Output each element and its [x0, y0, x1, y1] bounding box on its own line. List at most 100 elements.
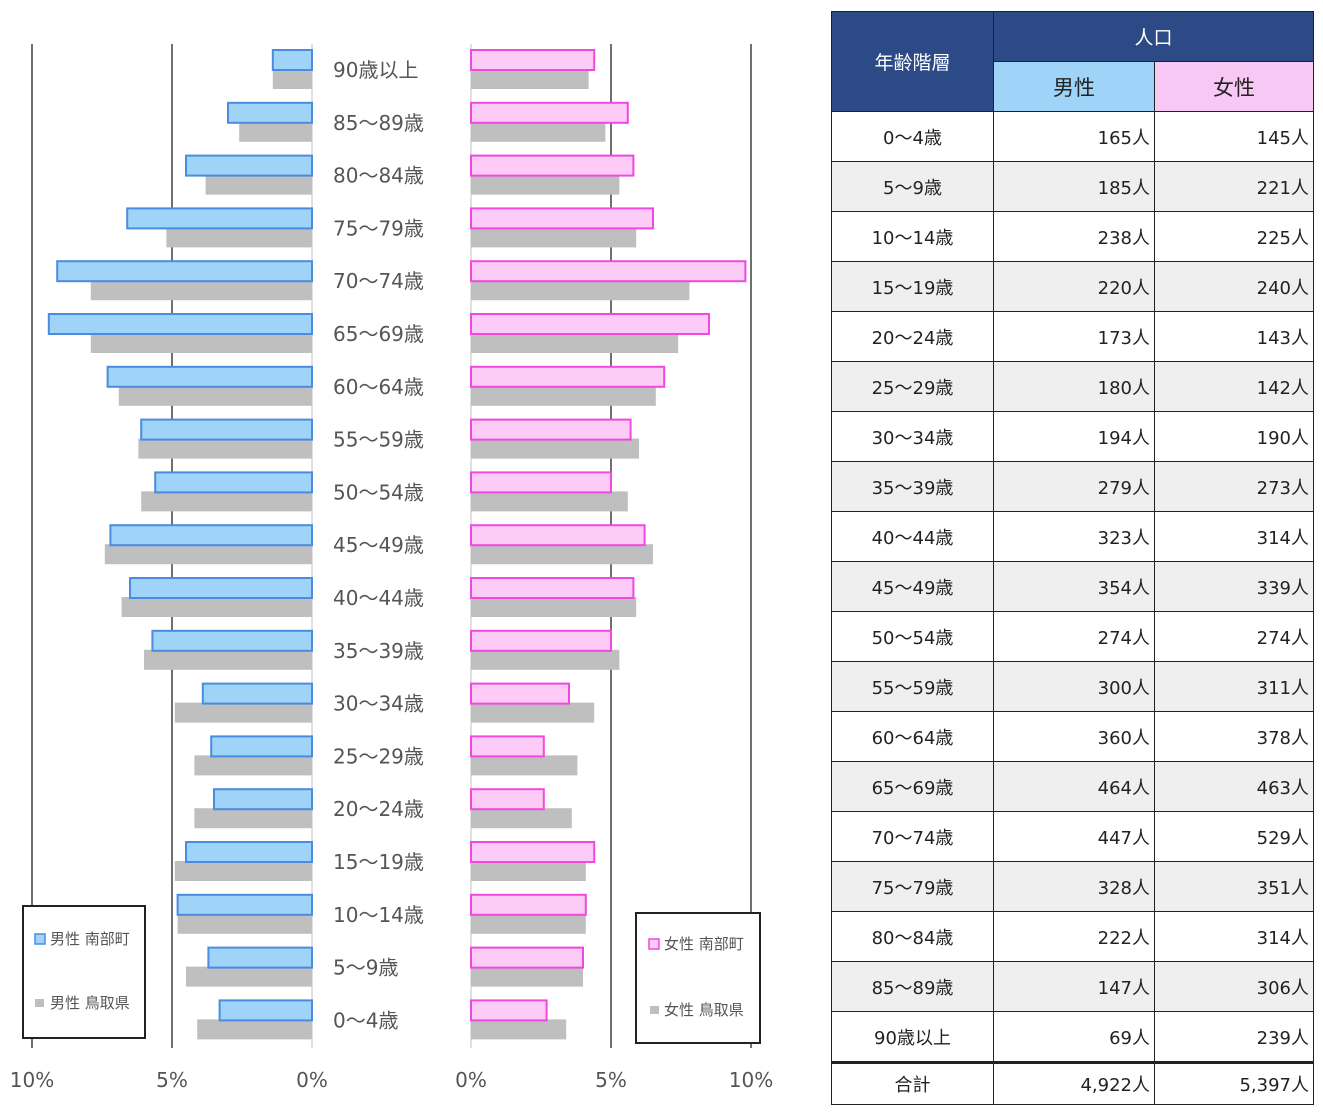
female-count-cell: 306人	[1154, 961, 1314, 1012]
bar-female-tottori	[471, 333, 679, 353]
female-count-cell: 314人	[1154, 511, 1314, 562]
male-count-cell: 222人	[993, 911, 1155, 962]
x-tick-label: 10%	[10, 1068, 54, 1092]
table-row: 0〜4歳 165人 145人	[831, 111, 1314, 162]
age-category-label: 50〜54歳	[333, 480, 424, 504]
bar-male-nanbu	[218, 999, 314, 1022]
age-cell: 70〜74歳	[831, 811, 994, 862]
x-tick-label: 10%	[729, 1068, 773, 1092]
female-count-cell: 463人	[1154, 761, 1314, 812]
bar-male-nanbu	[47, 313, 314, 335]
bar-male-nanbu	[201, 682, 313, 705]
table-row: 75〜79歳 328人 351人	[831, 861, 1314, 912]
age-category-label: 30〜34歳	[333, 692, 424, 716]
bar-male-nanbu	[185, 841, 313, 863]
bar-female-nanbu	[470, 999, 548, 1022]
table-row: 55〜59歳 300人 311人	[831, 661, 1314, 712]
bar-female-tottori	[471, 280, 690, 301]
female-count-cell: 378人	[1154, 711, 1314, 762]
age-category-label: 80〜84歳	[333, 164, 424, 188]
male-count-cell: 279人	[993, 461, 1155, 512]
bar-male-nanbu	[151, 629, 313, 652]
bar-male-nanbu	[176, 893, 313, 916]
bar-female-nanbu	[470, 49, 596, 71]
male-count-cell: 180人	[993, 361, 1155, 412]
header-female: 女性	[1154, 61, 1314, 112]
female-count-cell: 239人	[1154, 1011, 1314, 1063]
bar-female-tottori	[471, 649, 620, 670]
male-count-cell: 194人	[993, 411, 1155, 462]
bar-male-nanbu	[129, 577, 313, 599]
female-count-cell: 190人	[1154, 411, 1314, 462]
table-row: 25〜29歳 180人 142人	[831, 361, 1314, 412]
age-cell: 35〜39歳	[831, 461, 994, 512]
table-body: 0〜4歳 165人 145人 5〜9歳 185人 221人 10〜14歳 238人 225人 15…	[831, 111, 1314, 1063]
bar-male-tottori	[194, 808, 312, 829]
male-count-cell: 328人	[993, 861, 1155, 912]
bar-male-nanbu	[126, 207, 313, 230]
legend-swatch-female-tottori	[650, 1006, 659, 1014]
bar-female-nanbu	[470, 841, 596, 863]
age-cell: 5〜9歳	[831, 161, 994, 212]
bar-female-tottori	[471, 966, 583, 987]
bar-female-tottori	[471, 1019, 567, 1040]
bar-male-nanbu	[140, 418, 313, 441]
age-cell: 85〜89歳	[831, 961, 994, 1012]
age-category-label: 40〜44歳	[333, 586, 424, 610]
table-row: 70〜74歳 447人 529人	[831, 811, 1314, 862]
bar-male-tottori	[174, 861, 312, 881]
bar-female-tottori	[471, 491, 628, 512]
table-row: 90歳以上 69人 239人	[831, 1011, 1314, 1063]
bar-female-nanbu	[470, 577, 635, 599]
bar-male-tottori	[194, 755, 312, 776]
age-category-labels: 90歳以上 85〜89歳 80〜84歳 75〜79歳 70〜74歳 65〜69歳 60〜64…	[333, 58, 424, 1032]
legend-label-male-nanbu: 男性 南部町	[50, 930, 130, 948]
bar-male-tottori	[144, 649, 312, 670]
bar-male-tottori	[90, 333, 312, 353]
bar-female-tottori	[471, 438, 639, 459]
bar-female-nanbu	[470, 893, 587, 916]
bar-female-nanbu	[470, 154, 635, 177]
age-category-label: 10〜14歳	[333, 903, 424, 927]
male-count-cell: 173人	[993, 311, 1155, 362]
male-count-cell: 165人	[993, 111, 1155, 162]
age-cell: 45〜49歳	[831, 561, 994, 612]
male-count-cell: 360人	[993, 711, 1155, 762]
bar-male-nanbu	[207, 946, 313, 969]
male-count-cell: 447人	[993, 811, 1155, 862]
x-tick-label: 5%	[156, 1068, 188, 1092]
bar-male-tottori	[272, 69, 312, 89]
age-cell: 25〜29歳	[831, 361, 994, 412]
female-count-cell: 221人	[1154, 161, 1314, 212]
bar-male-tottori	[121, 597, 312, 617]
bar-female-nanbu	[470, 629, 612, 652]
male-count-cell: 147人	[993, 961, 1155, 1012]
bar-female-nanbu	[470, 101, 629, 124]
female-count-cell: 143人	[1154, 311, 1314, 362]
age-cell: 75〜79歳	[831, 861, 994, 912]
bar-male-tottori	[104, 544, 312, 565]
age-category-label: 20〜24歳	[333, 797, 424, 821]
bar-male-tottori	[186, 966, 312, 987]
age-cell: 65〜69歳	[831, 761, 994, 812]
age-cell: 40〜44歳	[831, 511, 994, 562]
bar-male-tottori	[197, 1019, 312, 1040]
legend-swatch-male-tottori	[35, 999, 44, 1007]
bar-male-tottori	[166, 227, 312, 248]
age-cell: 0〜4歳	[831, 111, 994, 162]
age-category-label: 90歳以上	[333, 58, 418, 82]
bar-female-tottori	[471, 702, 595, 723]
female-count-cell: 273人	[1154, 461, 1314, 512]
male-count-cell: 69人	[993, 1011, 1155, 1063]
bar-female-tottori	[471, 174, 620, 195]
bar-male-nanbu	[210, 735, 313, 758]
bar-female-tottori	[471, 385, 656, 406]
age-cell: 80〜84歳	[831, 911, 994, 962]
bar-female-nanbu	[470, 365, 666, 388]
male-count-cell: 274人	[993, 611, 1155, 662]
bar-male-tottori	[239, 121, 312, 142]
male-count-cell: 354人	[993, 561, 1155, 612]
x-axis-tick-labels: 10% 5% 0% 0% 5% 10%	[10, 1068, 773, 1092]
age-category-label: 25〜29歳	[333, 744, 424, 768]
